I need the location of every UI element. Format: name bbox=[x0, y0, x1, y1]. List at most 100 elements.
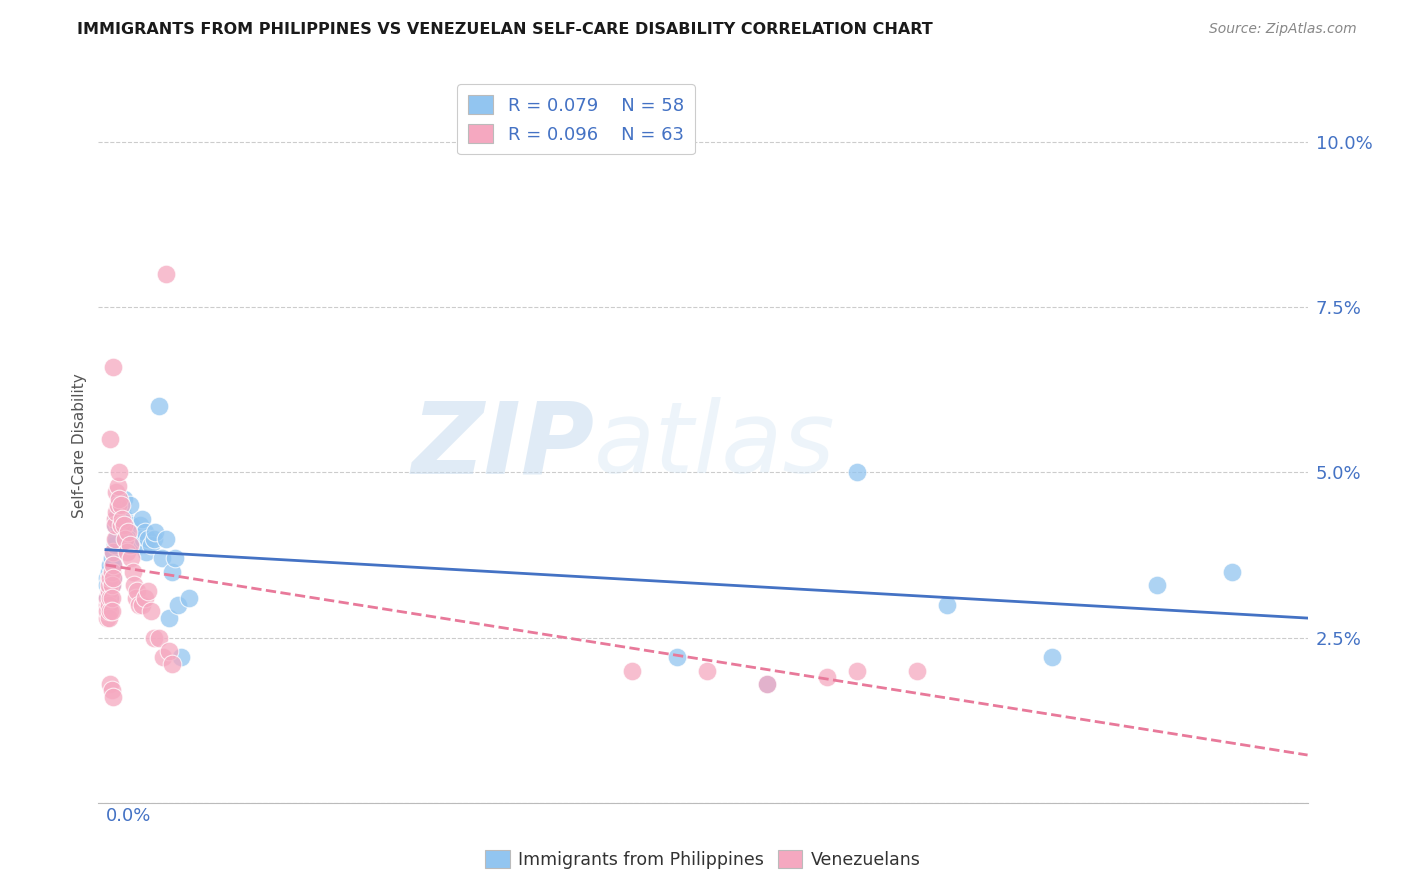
Legend: Immigrants from Philippines, Venezuelans: Immigrants from Philippines, Venezuelans bbox=[478, 844, 928, 876]
Point bbox=[100, 604, 122, 618]
Point bbox=[97, 565, 120, 579]
Point bbox=[104, 532, 127, 546]
Point bbox=[132, 532, 155, 546]
Y-axis label: Self-Care Disability: Self-Care Disability bbox=[72, 374, 87, 518]
Point bbox=[157, 644, 180, 658]
Point bbox=[163, 551, 186, 566]
Point bbox=[122, 532, 145, 546]
Point bbox=[121, 551, 143, 566]
Point bbox=[115, 524, 138, 539]
Point bbox=[127, 584, 149, 599]
Point bbox=[157, 611, 180, 625]
Point bbox=[177, 591, 200, 605]
Point bbox=[110, 499, 132, 513]
Point bbox=[103, 571, 125, 585]
Point bbox=[135, 545, 157, 559]
Point bbox=[107, 499, 129, 513]
Point bbox=[103, 558, 125, 572]
Point bbox=[100, 433, 122, 447]
Point bbox=[905, 664, 928, 678]
Point bbox=[97, 571, 120, 585]
Point bbox=[155, 532, 177, 546]
Text: ZIP: ZIP bbox=[411, 398, 595, 494]
Text: atlas: atlas bbox=[595, 398, 835, 494]
Point bbox=[101, 591, 124, 605]
Point bbox=[96, 604, 118, 618]
Point bbox=[129, 518, 152, 533]
Point bbox=[160, 657, 183, 671]
Point bbox=[97, 584, 120, 599]
Point bbox=[150, 551, 173, 566]
Point bbox=[112, 518, 135, 533]
Point bbox=[128, 538, 150, 552]
Point bbox=[114, 532, 136, 546]
Point bbox=[96, 578, 118, 592]
Point bbox=[108, 466, 131, 480]
Point bbox=[111, 511, 134, 525]
Point bbox=[101, 604, 124, 618]
Point bbox=[118, 499, 141, 513]
Point bbox=[100, 571, 122, 585]
Point bbox=[108, 491, 131, 506]
Point bbox=[101, 565, 124, 579]
Point bbox=[103, 571, 125, 585]
Point bbox=[755, 677, 778, 691]
Point bbox=[97, 598, 120, 612]
Point bbox=[170, 650, 193, 665]
Point bbox=[143, 532, 166, 546]
Point bbox=[103, 558, 125, 572]
Point bbox=[103, 545, 125, 559]
Point bbox=[103, 359, 125, 374]
Point bbox=[97, 578, 120, 592]
Point bbox=[108, 491, 131, 506]
Point bbox=[136, 532, 159, 546]
Point bbox=[96, 591, 118, 605]
Point bbox=[100, 677, 122, 691]
Point bbox=[696, 664, 718, 678]
Point bbox=[100, 578, 122, 592]
Text: IMMIGRANTS FROM PHILIPPINES VS VENEZUELAN SELF-CARE DISABILITY CORRELATION CHART: IMMIGRANTS FROM PHILIPPINES VS VENEZUELA… bbox=[77, 22, 934, 37]
Point bbox=[104, 518, 127, 533]
Point bbox=[112, 491, 135, 506]
Text: Source: ZipAtlas.com: Source: ZipAtlas.com bbox=[1209, 22, 1357, 37]
Point bbox=[96, 598, 118, 612]
Point bbox=[124, 578, 146, 592]
Point bbox=[105, 511, 128, 525]
Point bbox=[101, 683, 124, 698]
Point bbox=[107, 478, 129, 492]
Point bbox=[155, 267, 177, 281]
Point bbox=[131, 511, 153, 525]
Point bbox=[114, 511, 136, 525]
Point bbox=[131, 598, 153, 612]
Point bbox=[107, 505, 129, 519]
Point bbox=[128, 598, 150, 612]
Point bbox=[104, 511, 127, 525]
Point bbox=[118, 538, 141, 552]
Point bbox=[97, 584, 120, 599]
Point bbox=[110, 518, 132, 533]
Point bbox=[815, 670, 838, 684]
Point bbox=[152, 650, 174, 665]
Point bbox=[97, 598, 120, 612]
Point bbox=[167, 598, 190, 612]
Point bbox=[125, 532, 148, 546]
Point bbox=[755, 677, 778, 691]
Point bbox=[620, 664, 643, 678]
Point bbox=[1040, 650, 1063, 665]
Point bbox=[846, 466, 869, 480]
Point bbox=[101, 578, 124, 592]
Point bbox=[105, 505, 128, 519]
Point bbox=[100, 558, 122, 572]
Point bbox=[101, 565, 124, 579]
Point bbox=[100, 591, 122, 605]
Point bbox=[104, 538, 127, 552]
Point bbox=[125, 591, 148, 605]
Text: 0.0%: 0.0% bbox=[105, 807, 152, 825]
Point bbox=[160, 565, 183, 579]
Point bbox=[134, 591, 156, 605]
Point bbox=[100, 591, 122, 605]
Point bbox=[665, 650, 688, 665]
Point bbox=[148, 400, 170, 414]
Point bbox=[96, 591, 118, 605]
Legend: R = 0.079    N = 58, R = 0.096    N = 63: R = 0.079 N = 58, R = 0.096 N = 63 bbox=[457, 84, 695, 154]
